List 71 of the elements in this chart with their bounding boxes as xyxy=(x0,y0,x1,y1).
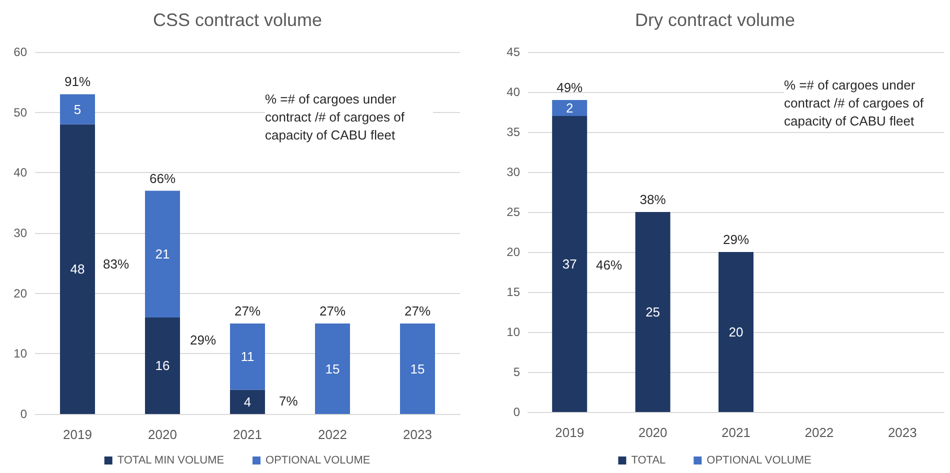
x-tick-label: 2020 xyxy=(638,425,668,440)
data-label: 15 xyxy=(410,361,425,376)
x-tick-label: 2022 xyxy=(318,427,347,442)
bar xyxy=(60,124,95,414)
x-tick-label: 2021 xyxy=(722,425,750,440)
data-label: 20 xyxy=(728,324,744,340)
y-tick-label: 0 xyxy=(513,405,520,419)
y-tick-label: 25 xyxy=(506,205,520,219)
y-tick-label: 30 xyxy=(506,165,520,179)
bar xyxy=(60,94,95,124)
data-label: 4 xyxy=(244,394,252,410)
annotation: 46% xyxy=(596,258,622,272)
bar xyxy=(718,252,754,412)
x-tick-label: 2023 xyxy=(403,427,432,442)
y-tick-label: 35 xyxy=(506,125,520,139)
y-tick-label: 5 xyxy=(513,365,520,379)
x-tick-label: 2023 xyxy=(888,425,917,440)
annotation: 29% xyxy=(722,232,750,247)
legend-label: OPTIONAL VOLUME xyxy=(706,454,812,466)
chart-title: CSS contract volume xyxy=(152,10,322,30)
y-tick-label: 50 xyxy=(14,105,28,120)
bar xyxy=(552,116,588,412)
chart-title: Dry contract volume xyxy=(634,10,796,30)
x-tick-label: 2021 xyxy=(233,427,262,442)
y-tick-label: 20 xyxy=(506,245,520,259)
data-label: 5 xyxy=(74,102,82,117)
x-tick-label: 2019 xyxy=(555,425,584,440)
data-label: 11 xyxy=(240,349,254,364)
y-tick-label: 15 xyxy=(506,285,520,299)
annotation: 7% xyxy=(279,394,298,408)
legend-label: TOTAL MIN VOLUME xyxy=(117,454,224,466)
y-tick-label: 45 xyxy=(506,45,520,59)
y-tick-label: 20 xyxy=(14,286,28,300)
bar xyxy=(635,212,670,412)
y-tick-label: 10 xyxy=(14,346,28,361)
y-tick-label: 10 xyxy=(506,325,520,339)
annotation: 83% xyxy=(103,256,130,272)
annotation: 29% xyxy=(190,332,216,348)
bar xyxy=(145,317,180,414)
data-label: 21 xyxy=(155,246,170,262)
data-label: 2 xyxy=(566,100,574,116)
annotation: 38% xyxy=(640,192,666,207)
bar xyxy=(552,100,588,116)
bar xyxy=(315,324,350,414)
annotation: 91% xyxy=(64,74,91,90)
y-tick-label: 30 xyxy=(14,226,28,240)
data-label: 25 xyxy=(646,304,660,320)
data-label: 37 xyxy=(562,256,577,272)
annotation: 66% xyxy=(149,170,176,186)
bar xyxy=(230,390,265,414)
bar xyxy=(145,190,180,318)
x-tick-label: 2020 xyxy=(148,427,177,442)
y-tick-label: 40 xyxy=(14,166,28,180)
annotation: % =# of cargoes under contract /# of cargoes of capacity of CABU fleet xyxy=(784,78,928,128)
annotation: 27% xyxy=(319,304,346,318)
bar xyxy=(230,324,265,390)
x-tick-label: 2019 xyxy=(63,427,92,442)
y-tick-label: 60 xyxy=(14,45,28,59)
data-label: 48 xyxy=(70,262,85,277)
annotation: % =# of cargoes under contract /# of cargoes of capacity of CABU fleet xyxy=(265,92,408,142)
bar xyxy=(400,324,435,414)
legend-label: TOTAL xyxy=(631,454,666,466)
annotation: 27% xyxy=(404,304,431,318)
annotation: 27% xyxy=(234,304,261,318)
y-tick-label: 0 xyxy=(20,407,28,421)
x-tick-label: 2022 xyxy=(804,425,834,440)
y-tick-label: 40 xyxy=(506,85,520,99)
data-label: 16 xyxy=(155,358,170,374)
data-label: 15 xyxy=(325,361,340,376)
legend-label: OPTIONAL VOLUME xyxy=(266,454,370,466)
annotation: 49% xyxy=(556,80,584,95)
